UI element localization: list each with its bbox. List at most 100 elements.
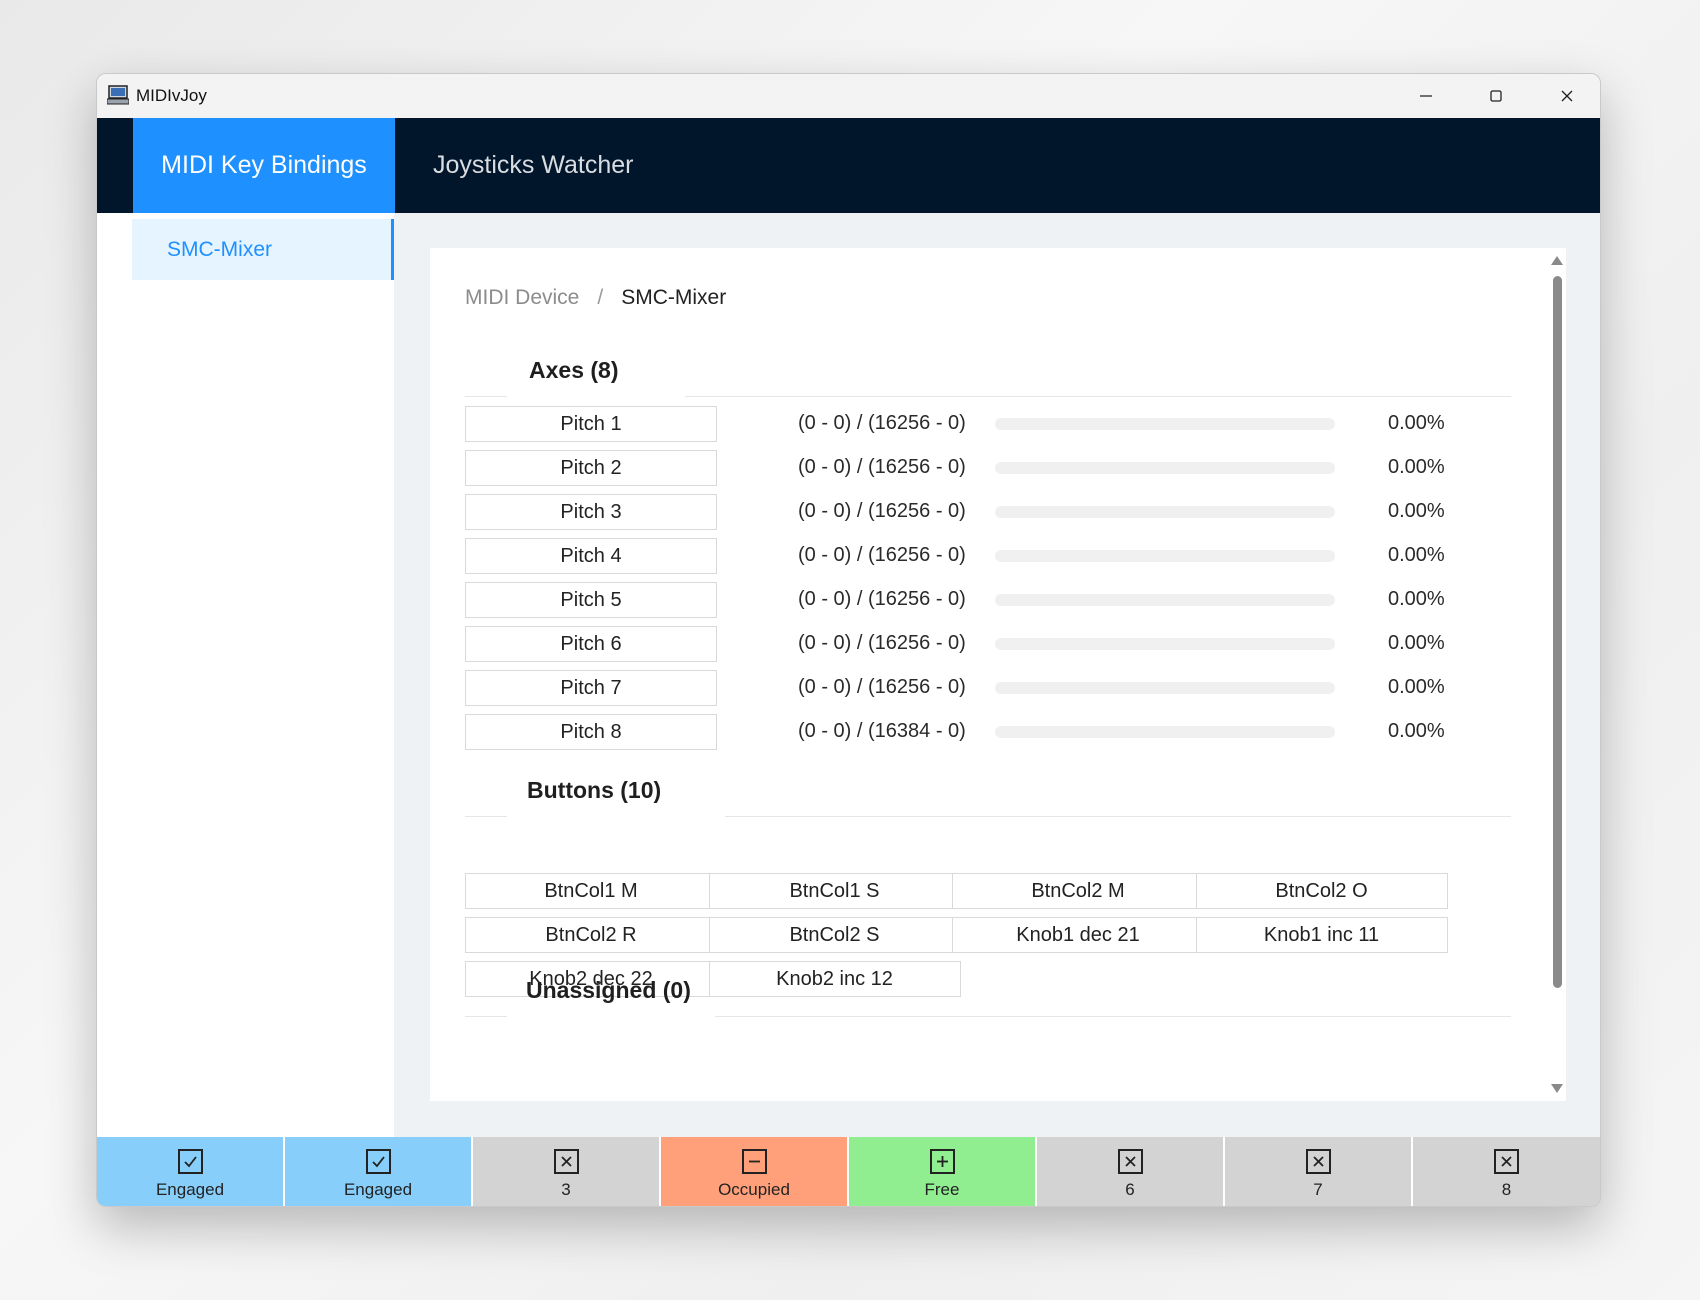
slot-label: 3 — [561, 1180, 571, 1199]
binding-button[interactable]: BtnCol2 M — [952, 873, 1204, 909]
close-button[interactable] — [1552, 82, 1582, 110]
binding-button[interactable]: BtnCol2 O — [1195, 873, 1448, 909]
slot-label: Free — [924, 1180, 960, 1199]
slot-label: Occupied — [718, 1180, 790, 1199]
axis-range-text: (0 - 0) / (16256 - 0) — [798, 412, 966, 434]
plus-box-icon — [929, 1149, 955, 1174]
axis-name-button[interactable]: Pitch 2 — [465, 450, 717, 486]
x-box-icon — [1494, 1149, 1519, 1174]
joystick-slot-3[interactable]: 3 — [473, 1137, 661, 1206]
axis-range-text: (0 - 0) / (16256 - 0) — [798, 588, 966, 610]
slot-label: 6 — [1125, 1180, 1135, 1199]
buttons-section-title: Buttons (10) — [527, 777, 662, 803]
check-box-icon — [365, 1149, 391, 1174]
axis-name-button[interactable]: Pitch 7 — [465, 670, 717, 706]
binding-button[interactable]: Knob1 inc 11 — [1195, 917, 1448, 953]
axis-percent-text: 0.00% — [1388, 412, 1445, 434]
axis-percent-text: 0.00% — [1388, 720, 1445, 742]
tab-midi-key-bindings[interactable]: MIDI Key Bindings — [133, 118, 395, 213]
axis-percent-text: 0.00% — [1388, 456, 1445, 478]
axis-percent-text: 0.00% — [1388, 632, 1445, 654]
computer-icon — [106, 85, 130, 105]
binding-button[interactable]: BtnCol1 M — [465, 873, 717, 909]
scroll-thumb[interactable] — [1553, 276, 1562, 988]
axes-section-title: Axes (8) — [529, 357, 619, 383]
axis-row: Pitch 4 (0 - 0) / (16256 - 0) 0.00% — [465, 538, 1465, 574]
axis-name-button[interactable]: Pitch 8 — [465, 714, 717, 750]
breadcrumb-separator: / — [597, 286, 604, 309]
vertical-scrollbar[interactable] — [1548, 248, 1566, 1101]
joystick-slot-1[interactable]: Engaged — [97, 1137, 285, 1206]
slot-label: Engaged — [343, 1180, 413, 1199]
axis-name-button[interactable]: Pitch 6 — [465, 626, 717, 662]
axis-name-button[interactable]: Pitch 4 — [465, 538, 717, 574]
axis-range-text: (0 - 0) / (16256 - 0) — [798, 544, 966, 566]
axis-range-text: (0 - 0) / (16256 - 0) — [798, 676, 966, 698]
joystick-slot-7[interactable]: 7 — [1225, 1137, 1413, 1206]
scroll-up-arrow-icon[interactable] — [1551, 256, 1563, 265]
scroll-down-arrow-icon[interactable] — [1551, 1084, 1563, 1093]
slot-label: 8 — [1501, 1180, 1512, 1199]
binding-button[interactable]: Knob2 dec 22 — [465, 961, 717, 997]
joystick-slot-6[interactable]: 6 — [1037, 1137, 1225, 1206]
top-navigation: MIDI Key Bindings Joysticks Watcher — [97, 118, 1600, 213]
title-bar: MIDIvJoy — [97, 74, 1600, 118]
axis-progress-bar — [995, 418, 1335, 430]
breadcrumb-midi-device[interactable]: MIDI Device — [465, 286, 580, 309]
axis-name-button[interactable]: Pitch 5 — [465, 582, 717, 618]
joystick-slot-2[interactable]: Engaged — [285, 1137, 473, 1206]
sidebar: SMC-Mixer — [97, 213, 394, 1137]
main-content: MIDI Device / SMC-Mixer Axes (8) Pitch 1… — [430, 248, 1566, 1101]
axis-progress-bar — [995, 638, 1335, 650]
axis-range-text: (0 - 0) / (16384 - 0) — [798, 720, 966, 742]
sidebar-item-smc-mixer[interactable]: SMC-Mixer — [132, 219, 394, 280]
binding-button[interactable]: BtnCol2 R — [465, 917, 717, 953]
axis-range-text: (0 - 0) / (16256 - 0) — [798, 632, 966, 654]
x-box-icon — [553, 1149, 579, 1174]
slot-label: 7 — [1313, 1180, 1323, 1199]
x-box-icon — [1305, 1149, 1331, 1174]
unassigned-section-header: Unassigned (0) — [465, 977, 1511, 1017]
breadcrumb-current: SMC-Mixer — [621, 286, 727, 309]
unassigned-section-title: Unassigned (0) — [526, 977, 691, 1003]
tab-joysticks-watcher[interactable]: Joysticks Watcher — [433, 151, 634, 179]
minimize-icon — [1420, 95, 1432, 97]
axis-name-button[interactable]: Pitch 1 — [465, 406, 717, 442]
binding-button[interactable]: Knob1 dec 21 — [952, 917, 1204, 953]
axis-progress-bar — [995, 594, 1335, 606]
app-window: MIDIvJoy MIDI Key Bindings Joysticks Wat… — [96, 73, 1601, 1207]
buttons-section-header: Buttons (10) — [465, 777, 1511, 817]
axis-row: Pitch 8 (0 - 0) / (16384 - 0) 0.00% — [465, 714, 1465, 750]
check-box-icon — [177, 1149, 203, 1174]
axis-percent-text: 0.00% — [1388, 544, 1445, 566]
joystick-slot-5[interactable]: Free — [849, 1137, 1037, 1206]
close-icon — [1561, 90, 1573, 102]
axis-row: Pitch 3 (0 - 0) / (16256 - 0) 0.00% — [465, 494, 1465, 530]
axis-range-text: (0 - 0) / (16256 - 0) — [798, 500, 966, 522]
axis-percent-text: 0.00% — [1388, 676, 1445, 698]
window-title: MIDIvJoy — [136, 86, 207, 105]
minimize-button[interactable] — [1411, 82, 1441, 110]
axis-progress-bar — [995, 726, 1335, 738]
axis-row: Pitch 6 (0 - 0) / (16256 - 0) 0.00% — [465, 626, 1465, 662]
minus-box-icon — [741, 1149, 767, 1174]
axis-progress-bar — [995, 682, 1335, 694]
slot-label: Engaged — [155, 1180, 225, 1199]
axis-row: Pitch 2 (0 - 0) / (16256 - 0) 0.00% — [465, 450, 1465, 486]
axis-row: Pitch 7 (0 - 0) / (16256 - 0) 0.00% — [465, 670, 1465, 706]
breadcrumb: MIDI Device / SMC-Mixer — [465, 286, 726, 310]
axis-name-button[interactable]: Pitch 3 — [465, 494, 717, 530]
axis-progress-bar — [995, 462, 1335, 474]
axis-progress-bar — [995, 550, 1335, 562]
maximize-button[interactable] — [1481, 82, 1511, 110]
axis-row: Pitch 1 (0 - 0) / (16256 - 0) 0.00% — [465, 406, 1465, 442]
joystick-slot-8[interactable]: 8 — [1413, 1137, 1600, 1206]
binding-button[interactable]: BtnCol2 S — [708, 917, 961, 953]
axis-row: Pitch 5 (0 - 0) / (16256 - 0) 0.00% — [465, 582, 1465, 618]
axis-percent-text: 0.00% — [1388, 500, 1445, 522]
joystick-slot-4[interactable]: Occupied — [661, 1137, 849, 1206]
binding-button[interactable]: BtnCol1 S — [708, 873, 961, 909]
binding-button[interactable]: Knob2 inc 12 — [708, 961, 961, 997]
x-box-icon — [1117, 1149, 1143, 1174]
maximize-icon — [1490, 90, 1502, 102]
